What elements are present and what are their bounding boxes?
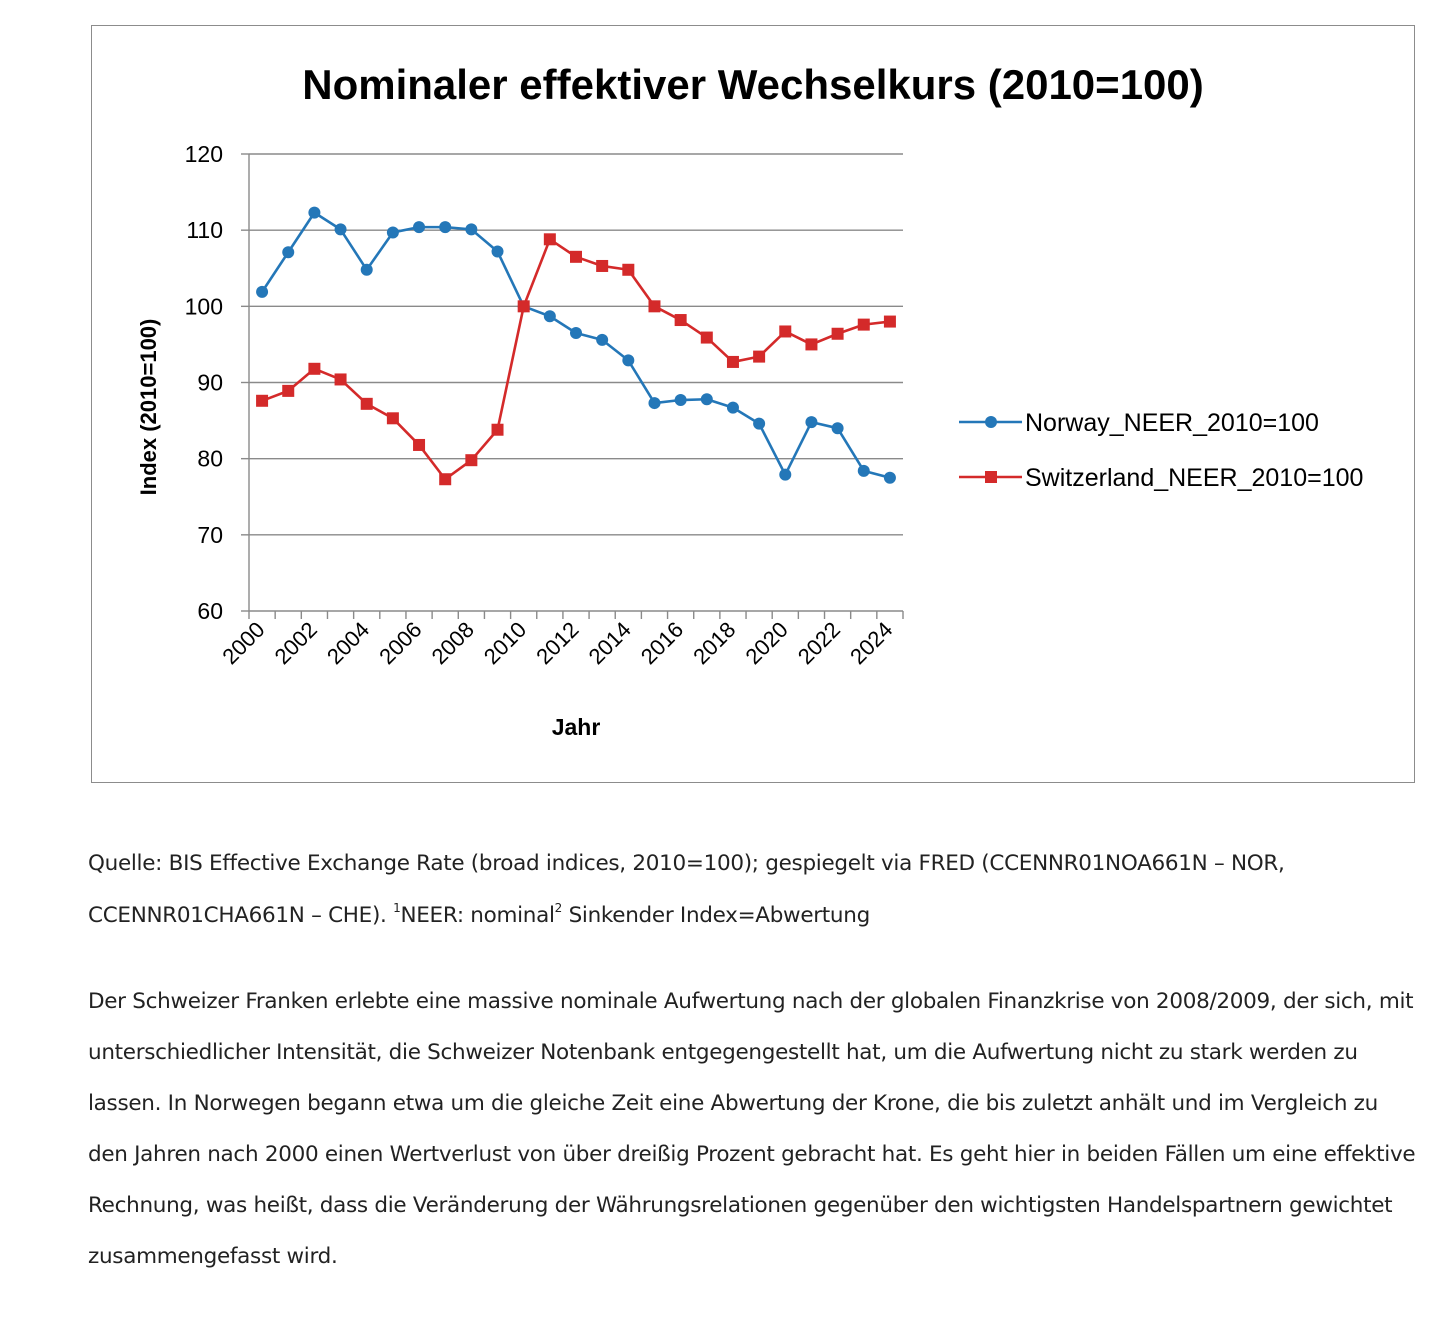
- legend-label-2: Switzerland_NEER_2010=100: [1025, 464, 1363, 492]
- data-point-2-2012: [570, 250, 582, 263]
- data-point-1-2001: [282, 246, 295, 259]
- data-point-1-2012: [570, 326, 582, 339]
- data-point-1-2004: [360, 263, 373, 276]
- x-tick-label-2012: 2012: [531, 617, 583, 669]
- data-point-1-2000: [256, 285, 269, 298]
- caption-text-d: Sinkender Index=Abwertung: [568, 903, 871, 928]
- data-point-2-2003: [334, 373, 347, 386]
- x-tick-label-2004: 2004: [322, 617, 374, 669]
- data-point-1-2009: [491, 245, 504, 258]
- data-point-2-2010: [517, 300, 530, 313]
- x-tick-label-2022: 2022: [793, 617, 845, 669]
- data-point-1-2003: [334, 223, 347, 236]
- data-point-2-2014: [622, 263, 635, 276]
- x-tick-label-2018: 2018: [688, 617, 740, 669]
- data-point-2-2002: [308, 362, 321, 375]
- series-1: [256, 206, 896, 484]
- y-tick-labels: 60 70 80 90 100 110 120: [185, 141, 223, 624]
- y-tick-label-110: 110: [186, 217, 223, 243]
- data-point-1-2020: [779, 468, 792, 481]
- series-2: [256, 233, 896, 486]
- footnote-2: 2: [554, 901, 563, 915]
- data-point-1-2017: [700, 393, 713, 406]
- data-point-2-2005: [386, 412, 399, 425]
- chart-title: Nominaler effektiver Wechselkurs (2010=1…: [302, 61, 1204, 108]
- data-point-2-2016: [674, 314, 687, 327]
- y-tick-label-70: 70: [197, 522, 223, 548]
- body-paragraph: Der Schweizer Franken erlebte eine massi…: [88, 989, 1416, 1269]
- y-tick-label-60: 60: [197, 598, 223, 624]
- gridlines: [249, 153, 903, 536]
- data-point-2-2001: [282, 384, 295, 397]
- data-point-2-2024: [883, 315, 896, 328]
- data-point-2-2017: [700, 331, 713, 344]
- data-point-1-2005: [386, 226, 399, 239]
- data-point-1-2024: [883, 471, 896, 484]
- caption-text-a: Quelle: BIS Effective Exchange Rate (bro…: [88, 851, 1225, 876]
- data-point-2-2008: [465, 454, 478, 467]
- x-tick-label-2002: 2002: [270, 617, 322, 669]
- data-point-2-2004: [360, 397, 373, 410]
- x-tick-label-2016: 2016: [636, 617, 688, 669]
- data-point-2-2013: [596, 259, 609, 272]
- x-tick-label-2006: 2006: [374, 617, 426, 669]
- data-point-2-2018: [726, 355, 739, 368]
- footnote-1: 1: [393, 901, 401, 915]
- x-tick-label-2010: 2010: [479, 617, 531, 669]
- data-point-1-2016: [674, 394, 687, 407]
- legend-item-1: Norway_NEER_2010=100: [959, 409, 1319, 437]
- x-tick-label-2000: 2000: [217, 617, 269, 669]
- data-point-1-2022: [831, 422, 844, 435]
- legend-item-2: Switzerland_NEER_2010=100: [959, 464, 1363, 492]
- data-point-2-2020: [779, 325, 792, 338]
- data-point-1-2008: [465, 223, 478, 236]
- y-tick-label-90: 90: [197, 370, 223, 396]
- x-tick-label-2008: 2008: [427, 617, 479, 669]
- x-axis-label: Jahr: [552, 714, 601, 740]
- data-point-1-2011: [543, 310, 556, 323]
- data-point-2-2009: [491, 423, 504, 436]
- data-point-2-2019: [753, 350, 766, 363]
- legend-marker-1: [985, 416, 997, 428]
- data-point-2-2022: [831, 327, 844, 340]
- series-line-2: [261, 238, 891, 481]
- caption-text-b: NOR, CCENNR01CHA661N – CHE).: [88, 851, 1285, 928]
- y-tick-label-100: 100: [185, 293, 223, 319]
- legend-marker-2: [985, 471, 997, 483]
- data-point-2-2000: [256, 394, 269, 407]
- x-tick-label-2014: 2014: [584, 617, 636, 669]
- data-point-1-2015: [648, 397, 661, 410]
- data-point-2-2015: [648, 300, 661, 313]
- data-point-1-2013: [596, 333, 609, 346]
- legend: Norway_NEER_2010=100 Switzerland_NEER_201…: [959, 409, 1363, 492]
- data-point-1-2018: [726, 401, 739, 414]
- data-point-1-2021: [805, 416, 818, 429]
- data-point-2-2007: [439, 473, 452, 486]
- data-point-1-2014: [622, 354, 635, 367]
- data-point-1-2006: [413, 221, 426, 234]
- axes: [241, 153, 904, 619]
- data-point-1-2007: [439, 221, 452, 234]
- x-tick-label-2024: 2024: [845, 617, 897, 669]
- series-layer: [256, 206, 896, 486]
- x-tick-labels: 2000 2002 2004 2006 2008 2010 2012 2014 2016 2018…: [217, 617, 897, 669]
- data-point-2-2011: [543, 233, 556, 246]
- y-axis-label: Index (2010=100): [136, 319, 161, 496]
- data-point-1-2023: [857, 464, 870, 477]
- caption-text-c: NEER: nominal: [400, 903, 555, 928]
- data-point-1-2019: [753, 417, 766, 430]
- data-point-2-2023: [857, 318, 870, 331]
- data-point-2-2021: [805, 338, 818, 351]
- article-body: Der Schweizer Franken erlebte eine massi…: [88, 976, 1418, 1282]
- data-point-1-2002: [308, 206, 321, 219]
- y-tick-label-80: 80: [197, 446, 223, 472]
- data-point-2-2006: [413, 438, 426, 451]
- chart-source-caption: Quelle: BIS Effective Exchange Rate (bro…: [88, 838, 1378, 942]
- x-tick-label-2020: 2020: [741, 617, 793, 669]
- y-tick-label-120: 120: [185, 141, 223, 167]
- chart-frame: [91, 25, 1415, 783]
- legend-label-1: Norway_NEER_2010=100: [1025, 409, 1319, 437]
- chart: Nominaler effektiver Wechselkurs (2010=1…: [136, 61, 1363, 740]
